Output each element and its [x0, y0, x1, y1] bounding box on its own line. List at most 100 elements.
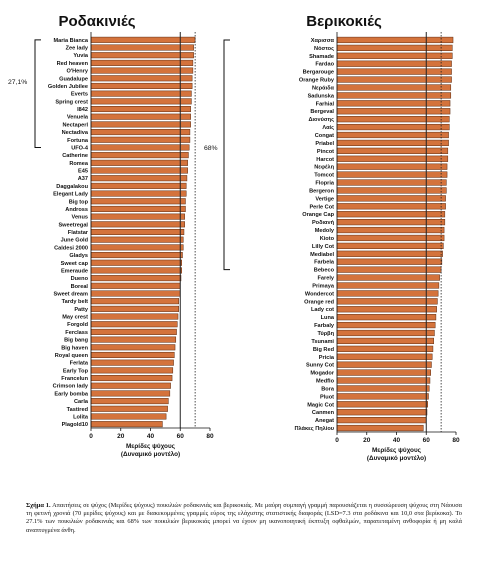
bar [90, 382, 171, 389]
category-label: Διονύσης [308, 117, 334, 123]
bar [336, 226, 445, 234]
category-label: Sunny Cot [306, 363, 334, 369]
x-tick-label: 40 [393, 437, 401, 444]
category-label: Luna [321, 315, 335, 321]
category-label: Guadalupe [59, 76, 88, 82]
bar [336, 92, 452, 99]
bar [90, 390, 171, 397]
bar [336, 250, 443, 257]
category-label: Big Red [313, 347, 335, 353]
category-label: Tardy belt [62, 299, 88, 305]
bar [336, 306, 437, 313]
bar [336, 385, 430, 392]
bar [90, 106, 191, 113]
category-label: Caldesi 2000 [54, 245, 88, 251]
category-label: Lilly Cot [312, 244, 334, 250]
category-label: UFO-4 [71, 145, 89, 151]
category-label: Bergarouge [303, 70, 334, 76]
bar [90, 359, 174, 366]
category-label: Big top [69, 199, 89, 205]
bar [90, 90, 192, 97]
category-label: Everts [71, 92, 88, 98]
category-label: Τύρβη [317, 331, 334, 337]
bar [336, 139, 449, 147]
bar [90, 228, 185, 236]
x-tick-label: 80 [452, 437, 460, 444]
category-label: Farbaly [314, 323, 335, 329]
category-label: E45 [78, 169, 88, 175]
bar [90, 367, 174, 374]
bar [336, 84, 452, 91]
category-label: Orange Cap [302, 212, 334, 218]
bar [336, 321, 436, 329]
category-label: Shamade [309, 54, 334, 60]
bar [336, 203, 446, 210]
bar [336, 179, 447, 186]
x-tick-label: 0 [335, 437, 339, 444]
category-label: Farely [318, 276, 335, 282]
category-label: Golden Jubilee [48, 84, 88, 90]
category-label: Pricia [319, 355, 335, 361]
bar [90, 67, 194, 74]
category-label: Pluot [320, 394, 334, 400]
category-label: O'Henry [66, 69, 88, 75]
category-label: Mediabel [310, 252, 334, 258]
category-label: Tsunami [311, 339, 334, 345]
category-label: June Gold [61, 238, 89, 244]
category-label: Sweet dream [53, 291, 88, 297]
bar [90, 167, 188, 174]
category-label: Ροδιανή [312, 220, 335, 226]
bar [336, 155, 449, 162]
bar [90, 221, 185, 228]
bar [90, 75, 193, 82]
category-label: Anegat [315, 418, 334, 424]
bar [90, 328, 177, 335]
category-label: Sadunska [308, 93, 335, 99]
category-label: Francelun [61, 376, 88, 382]
bar [336, 361, 432, 368]
bracket-label: 27,1% [8, 79, 27, 86]
category-label: Gladys [69, 253, 88, 259]
bracket-label: 68% [204, 145, 218, 152]
category-label: Venus [72, 215, 88, 221]
bar [336, 108, 451, 115]
category-label: Λαίς [322, 125, 334, 131]
bar [90, 136, 191, 143]
bar [90, 259, 182, 266]
category-label: Bebeco [314, 268, 335, 274]
bar [90, 336, 177, 343]
category-label: Spring crest [55, 99, 88, 105]
bar [336, 377, 431, 384]
category-label: Zee lady [66, 46, 89, 52]
bracket [34, 39, 41, 148]
category-label: Tastired [67, 407, 89, 413]
bar [336, 393, 429, 400]
category-label: Fortuna [67, 138, 89, 144]
x-axis-title: Μερίδες ψύχους [126, 443, 176, 450]
category-label: Primaya [312, 283, 335, 289]
category-label: Patty [74, 307, 89, 313]
category-label: May crest [62, 315, 88, 321]
bar [336, 401, 428, 408]
category-label: Νεφέλη [314, 165, 334, 171]
category-label: Sweet cap [61, 261, 89, 267]
bar [336, 290, 439, 297]
bar [90, 182, 187, 189]
bar [336, 116, 450, 123]
bar [90, 244, 184, 251]
category-label: Plagold10 [62, 422, 88, 428]
category-label: A37 [78, 176, 88, 182]
bar [90, 236, 184, 243]
x-tick-label: 20 [117, 433, 125, 440]
caption-text: Απαιτήσεις σε ψύχος (Μερίδες ψύχους) ποι… [26, 502, 463, 534]
category-label: Venuela [67, 115, 89, 121]
bar [336, 123, 450, 131]
category-label: Flopria [315, 181, 335, 187]
category-label: Flatstar [68, 230, 89, 236]
category-label: Crimson lady [53, 384, 89, 390]
category-label: Nectaperl [63, 122, 89, 128]
category-label: Early bomba [54, 391, 88, 397]
bar [336, 52, 453, 59]
bracket [223, 39, 230, 271]
x-tick-label: 40 [147, 433, 155, 440]
